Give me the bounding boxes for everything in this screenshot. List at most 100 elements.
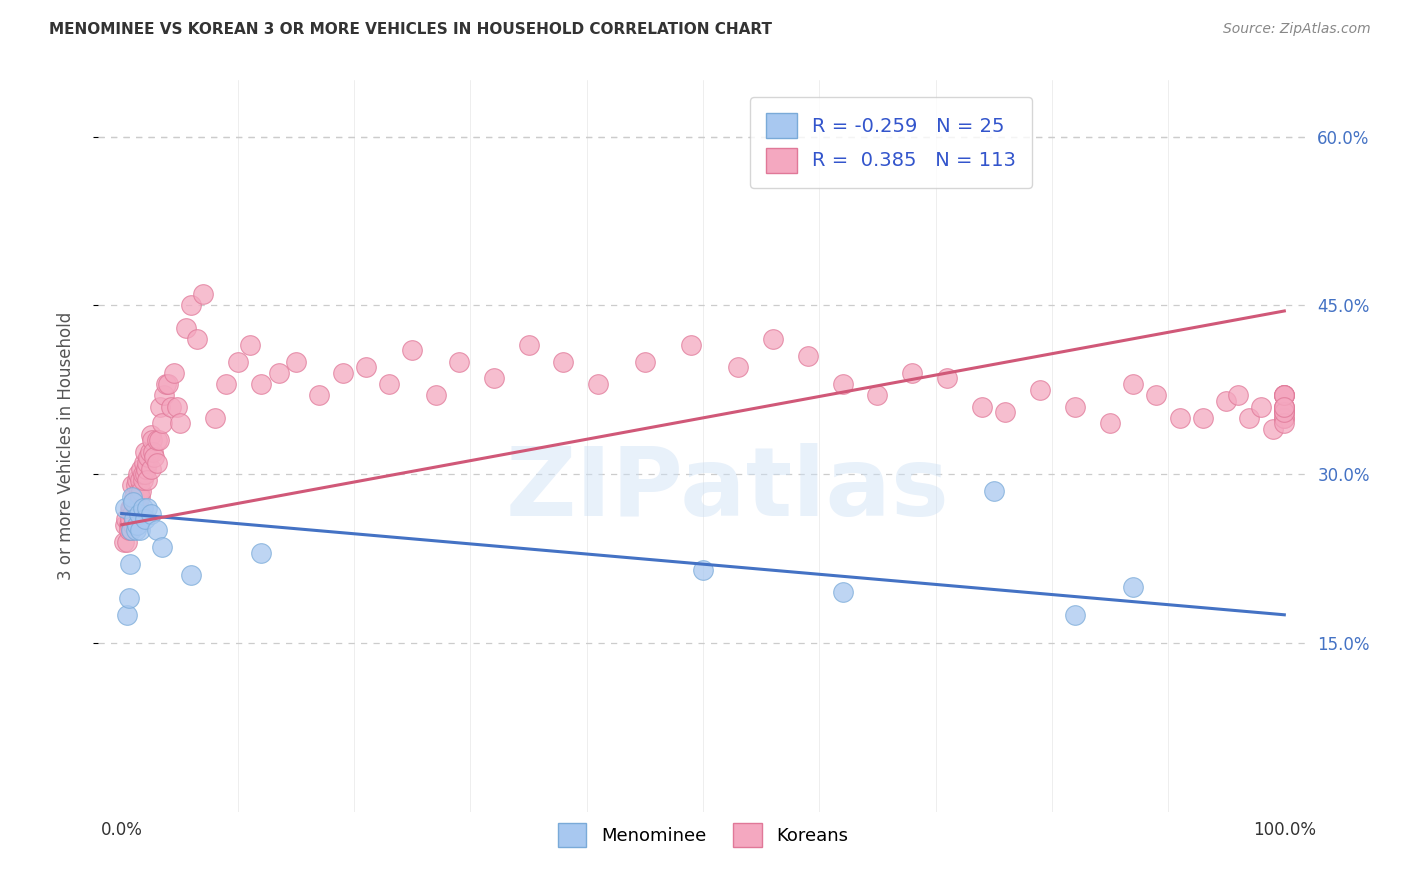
Point [118, 591, 141, 605]
Point [121, 490, 143, 504]
Point [983, 483, 1005, 498]
Point [122, 495, 145, 509]
Point [118, 512, 141, 526]
Point [125, 517, 148, 532]
Point [145, 434, 167, 448]
Text: MENOMINEE VS KOREAN 3 OR MORE VEHICLES IN HOUSEHOLD CORRELATION CHART: MENOMINEE VS KOREAN 3 OR MORE VEHICLES I… [49, 22, 772, 37]
Point [139, 507, 162, 521]
Point [1272, 400, 1295, 414]
Point [120, 500, 142, 515]
Point [1192, 410, 1215, 425]
Point [136, 456, 159, 470]
Point [1226, 388, 1249, 402]
Point [128, 483, 150, 498]
Point [970, 400, 993, 414]
Point [681, 337, 703, 351]
Point [1168, 410, 1191, 425]
Point [180, 568, 202, 582]
Point [128, 500, 150, 515]
Point [1272, 400, 1295, 414]
Point [1272, 410, 1295, 425]
Point [727, 360, 749, 375]
Point [149, 400, 172, 414]
Point [124, 500, 146, 515]
Point [1064, 607, 1087, 622]
Point [482, 371, 505, 385]
Point [1144, 388, 1167, 402]
Point [159, 400, 181, 414]
Point [157, 377, 180, 392]
Point [152, 388, 174, 402]
Point [125, 473, 148, 487]
Point [634, 354, 657, 368]
Point [447, 354, 470, 368]
Point [131, 461, 153, 475]
Point [124, 478, 146, 492]
Point [994, 405, 1017, 419]
Point [124, 524, 146, 538]
Point [135, 461, 157, 475]
Point [118, 500, 141, 515]
Point [112, 534, 135, 549]
Point [145, 456, 167, 470]
Point [1250, 400, 1272, 414]
Point [762, 332, 785, 346]
Point [136, 473, 159, 487]
Point [131, 483, 153, 498]
Point [150, 541, 173, 555]
Point [150, 417, 173, 431]
Point [138, 444, 160, 458]
Point [1272, 400, 1295, 414]
Point [139, 427, 162, 442]
Point [1064, 400, 1087, 414]
Point [831, 377, 853, 392]
Point [122, 495, 145, 509]
Point [517, 337, 540, 351]
Point [124, 490, 146, 504]
Point [1272, 405, 1295, 419]
Point [143, 450, 166, 465]
Point [1098, 417, 1121, 431]
Point [1272, 405, 1295, 419]
Point [114, 517, 136, 532]
Point [186, 332, 208, 346]
Point [139, 461, 162, 475]
Point [131, 467, 153, 482]
Point [378, 377, 401, 392]
Point [122, 517, 145, 532]
Point [134, 512, 156, 526]
Point [796, 349, 818, 363]
Point [129, 473, 152, 487]
Point [117, 607, 139, 622]
Point [145, 524, 167, 538]
Point [148, 434, 170, 448]
Point [1122, 377, 1144, 392]
Point [866, 388, 889, 402]
Point [332, 366, 354, 380]
Point [401, 343, 423, 358]
Point [226, 354, 249, 368]
Point [131, 500, 153, 515]
Point [1272, 405, 1295, 419]
Point [124, 512, 146, 526]
Point [588, 377, 610, 392]
Point [121, 507, 143, 521]
Point [118, 517, 141, 532]
Point [115, 512, 138, 526]
Point [1239, 410, 1261, 425]
Point [1272, 410, 1295, 425]
Point [120, 524, 142, 538]
Point [127, 467, 149, 482]
Point [1272, 388, 1295, 402]
Point [1272, 417, 1295, 431]
Point [831, 585, 853, 599]
Point [134, 467, 156, 482]
Point [204, 410, 226, 425]
Point [163, 366, 186, 380]
Point [308, 388, 330, 402]
Point [118, 524, 141, 538]
Point [128, 507, 150, 521]
Point [121, 478, 143, 492]
Point [169, 417, 191, 431]
Point [134, 444, 156, 458]
